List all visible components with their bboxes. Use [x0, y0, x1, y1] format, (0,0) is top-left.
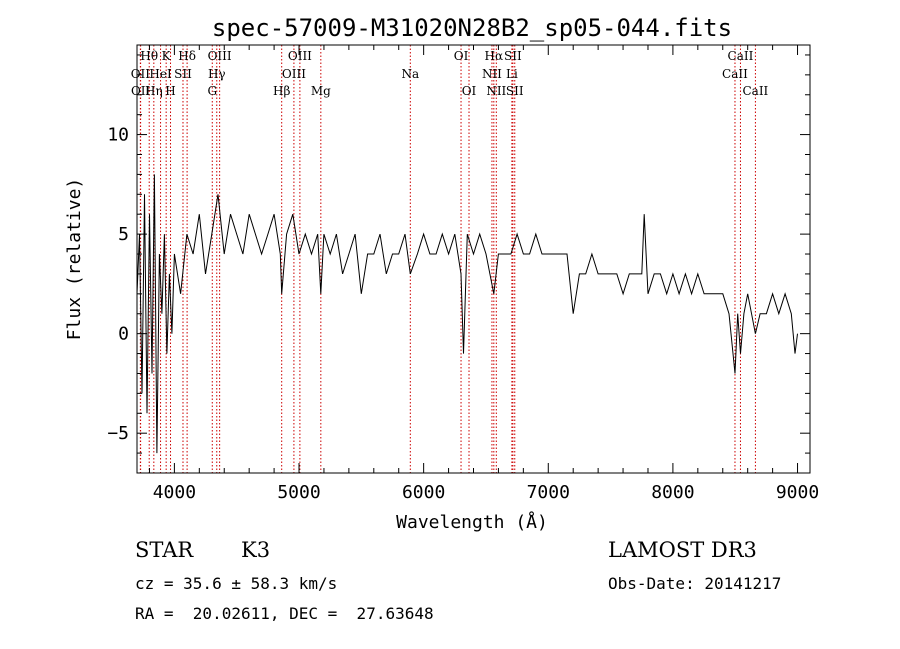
line-label-1: OII — [131, 67, 151, 81]
x-tick-label-4: 8000 — [651, 482, 694, 503]
x-tick-label-3: 7000 — [527, 482, 570, 503]
line-label-6: SII — [174, 67, 192, 81]
y-tick-label-3: 10 — [107, 125, 129, 146]
line-label-16: Na — [401, 67, 419, 81]
line-label-11: G — [207, 84, 217, 98]
x-axis-ticks: 4000 5000 6000 7000 8000 9000 — [148, 45, 819, 503]
line-label-25: CaII — [728, 49, 754, 63]
y-axis-ticks: −5 0 5 10 — [107, 54, 810, 454]
plot-frame — [136, 44, 811, 474]
flux-series-line — [136, 174, 798, 454]
line-label-2: OII — [131, 84, 151, 98]
x-tick-label-0: 4000 — [153, 482, 196, 503]
object-class: STAR — [135, 538, 194, 562]
line-label-24: SII — [506, 84, 524, 98]
x-tick-label-2: 6000 — [402, 482, 445, 503]
line-label-18: OI — [462, 84, 477, 98]
y-tick-label-0: −5 — [107, 423, 129, 444]
line-label-12: Hβ — [273, 84, 290, 98]
line-label-5: K — [162, 49, 172, 63]
line-label-26: CaII — [722, 67, 748, 81]
redshift-velocity: cz = 35.6 ± 58.3 km/s — [135, 574, 338, 593]
y-tick-label-1: 0 — [118, 324, 129, 345]
line-label-27: CaII — [742, 84, 768, 98]
line-label-14: OIII — [282, 67, 306, 81]
line-label-17: OI — [454, 49, 469, 63]
line-label-3: Hη — [145, 84, 163, 98]
sky-coordinates: RA = 20.02611, DEC = 27.63648 — [135, 604, 434, 623]
survey-release: LAMOST DR3 — [608, 538, 757, 562]
line-label-15: Mg — [311, 84, 331, 98]
observation-date: Obs-Date: 20141217 — [608, 574, 782, 593]
line-label-8: Hδ — [178, 49, 196, 63]
line-label-0: Hθ — [140, 49, 158, 63]
line-label-22: SII — [504, 49, 522, 63]
line-label-23: Li — [506, 67, 518, 81]
object-subclass: K3 — [241, 538, 271, 562]
y-axis-label: Flux (relative) — [64, 178, 85, 341]
line-label-20: NII — [482, 67, 502, 81]
line-label-10: Hγ — [208, 67, 226, 81]
spectral-line-markers — [139, 45, 756, 473]
x-tick-label-5: 9000 — [776, 482, 819, 503]
chart-title: spec-57009-M31020N28B2_sp05-044.fits — [212, 14, 732, 42]
x-axis-label: Wavelength (Å) — [396, 511, 548, 533]
line-label-13: OIII — [288, 49, 312, 63]
y-tick-label-2: 5 — [118, 224, 129, 245]
line-label-9: OIII — [208, 49, 232, 63]
line-label-19: Hα — [485, 49, 504, 63]
line-label-4: HeI — [149, 67, 172, 81]
line-label-7: H — [165, 84, 175, 98]
line-label-21: NII — [486, 84, 506, 98]
x-tick-label-1: 5000 — [277, 482, 320, 503]
